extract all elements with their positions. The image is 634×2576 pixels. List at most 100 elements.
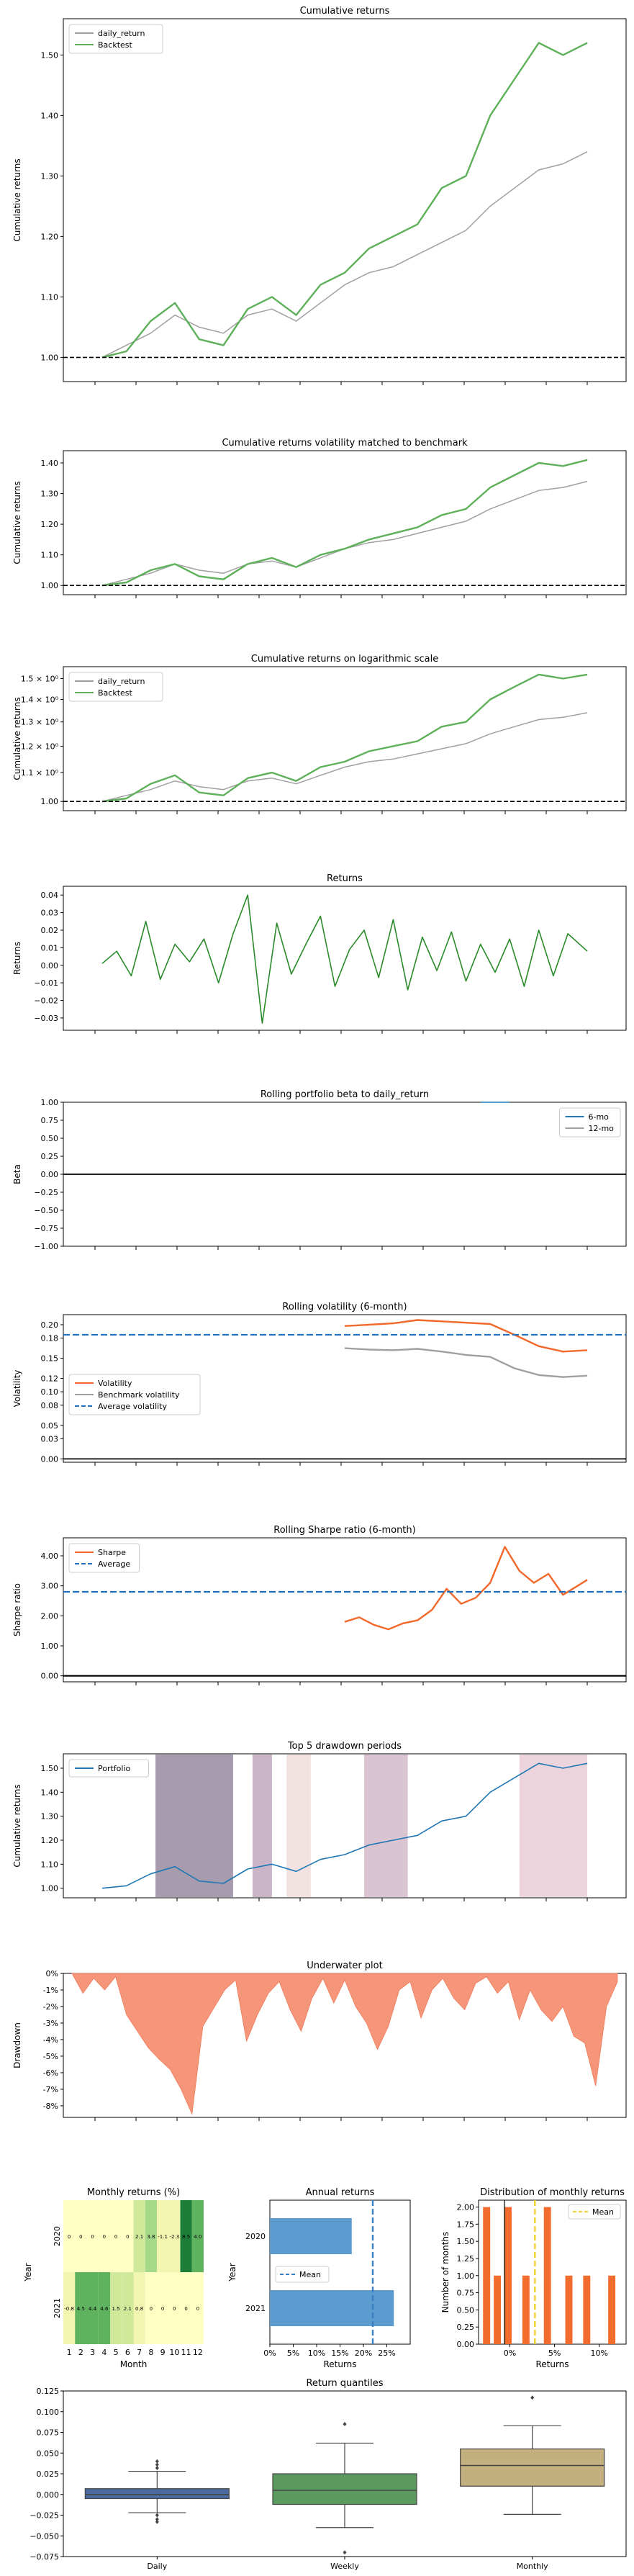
chart-title: Cumulative returns on logarithmic scale	[251, 654, 438, 665]
x-axis-label: Returns	[323, 2359, 356, 2369]
y-tick-label: 1.50	[41, 50, 59, 60]
outlier-point	[155, 2459, 159, 2464]
legend-box	[68, 1374, 201, 1415]
x-tick-label: 8	[148, 2348, 153, 2357]
outlier-point	[343, 2422, 347, 2426]
quantile-box	[272, 2473, 417, 2505]
y-tick-label: −0.050	[30, 2531, 59, 2541]
heatmap-cell	[122, 2272, 134, 2344]
y-tick-label: -8%	[43, 2102, 58, 2111]
histogram-bar	[583, 2275, 591, 2344]
heatmap-cell	[98, 2200, 110, 2272]
outlier-point	[343, 2550, 347, 2555]
series-line-portfolio	[101, 1762, 588, 1889]
y-tick-label: 1.3 × 10⁰	[21, 718, 59, 727]
plot-frame	[63, 1537, 627, 1683]
heatmap-cell	[75, 2272, 87, 2344]
plot-frame	[63, 450, 627, 595]
heatmap-value: 2.1	[124, 2306, 132, 2312]
y-tick-label: −0.025	[30, 2511, 59, 2521]
y-tick-label: 2.00	[457, 2203, 475, 2212]
heatmap-cell	[75, 2200, 87, 2272]
heatmap-value: -0.8	[64, 2306, 74, 2312]
drawdown-span	[286, 1755, 311, 1897]
y-tick-label: 0.100	[37, 2408, 60, 2417]
heatmap-cell	[145, 2272, 157, 2344]
x-tick-label: 4	[101, 2348, 107, 2357]
legend-entry: Volatility	[98, 1379, 132, 1388]
y-tick-label: 1.20	[41, 520, 59, 529]
chart-title: Top 5 drawdown periods	[287, 1741, 402, 1752]
heatmap-cell	[191, 2200, 204, 2272]
y-axis-label: Year	[227, 2263, 237, 2282]
x-tick-label: 7	[137, 2348, 142, 2357]
x-tick-label: 0%	[504, 2348, 516, 2358]
legend-entry: Portfolio	[98, 1764, 131, 1773]
y-tick-label: −0.02	[34, 996, 58, 1006]
legend-box	[68, 672, 163, 702]
heatmap-cell	[168, 2200, 181, 2272]
y-tick-label: −0.75	[34, 1224, 58, 1233]
y-tick-label: -5%	[43, 2052, 58, 2061]
y-tick-label: 0.25	[457, 2323, 475, 2332]
annual-bar	[270, 2290, 394, 2326]
y-tick-label: 1.75	[457, 2220, 475, 2229]
histogram-bar	[608, 2275, 616, 2344]
series-line-sharpe	[344, 1546, 588, 1631]
x-tick-label: 10%	[591, 2348, 608, 2358]
y-axis-label: Sharpe ratio	[12, 1583, 22, 1636]
chart-title: Annual returns	[306, 2187, 375, 2198]
y-tick-label: -4%	[43, 2035, 58, 2045]
heatmap-cell	[110, 2200, 122, 2272]
y-tick-label: 1.20	[41, 232, 59, 241]
y-tick-label: 1.1 × 10⁰	[21, 768, 59, 778]
y-axis-label: Cumulative returns	[12, 158, 22, 241]
series-line-benchmark-volatility	[344, 1347, 588, 1378]
y-tick-label: 0.00	[457, 2340, 475, 2349]
drawdown-span	[155, 1755, 233, 1897]
x-tick-label: Weekly	[330, 2562, 359, 2571]
y-tick-label: 1.25	[457, 2254, 475, 2264]
y-tick-label: -3%	[43, 2019, 58, 2028]
y-tick-label: 0.01	[41, 943, 59, 953]
y-tick-label: 1.40	[41, 111, 59, 120]
y-tick-label: 2.00	[41, 1611, 59, 1621]
y-tick-label: 1.30	[41, 490, 59, 499]
y-tick-label: 0.075	[37, 2428, 60, 2438]
annual-bar	[270, 2218, 352, 2254]
y-tick-label: 0.050	[37, 2449, 60, 2458]
y-tick-label: 1.2 × 10⁰	[21, 742, 59, 751]
chart-title: Cumulative returns volatility matched to…	[222, 438, 468, 449]
y-tick-label: 0.04	[41, 891, 59, 900]
legend-entry: Benchmark volatility	[98, 1390, 180, 1400]
chart-title: Rolling volatility (6-month)	[282, 1302, 407, 1312]
x-tick-label: 0%	[263, 2348, 276, 2358]
x-tick-label: 3	[90, 2348, 95, 2357]
legend-entry: Average volatility	[98, 1402, 167, 1411]
legend-entry: Mean	[592, 2207, 614, 2217]
heatmap-value: 0	[161, 2306, 164, 2312]
y-tick-label: -7%	[43, 2085, 58, 2094]
y-tick-label: -2%	[43, 2002, 58, 2012]
y-tick-label: 1.00	[41, 1884, 59, 1893]
histogram-bar	[565, 2275, 573, 2344]
heatmap-cell	[157, 2272, 169, 2344]
outlier-point	[155, 2462, 159, 2467]
legend-entry: Sharpe	[98, 1548, 126, 1557]
heatmap-value: -1.1	[158, 2234, 168, 2240]
legend-box	[68, 24, 163, 54]
y-tick-label: 0%	[46, 1969, 58, 1978]
chart-title: Monthly returns (%)	[87, 2187, 180, 2198]
y-tick-label: 0.10	[41, 1387, 59, 1397]
quantile-box	[84, 2488, 230, 2500]
y-tick-label: −0.50	[34, 1206, 58, 1215]
series-line-daily-return	[101, 712, 588, 802]
chart-title: Returns	[327, 873, 363, 884]
y-tick-label: 1.20	[41, 1836, 59, 1845]
series-line-returns	[101, 894, 588, 1024]
legend-box	[68, 1543, 140, 1573]
x-tick-label: 2	[78, 2348, 83, 2357]
heatmap-cell	[168, 2272, 181, 2344]
